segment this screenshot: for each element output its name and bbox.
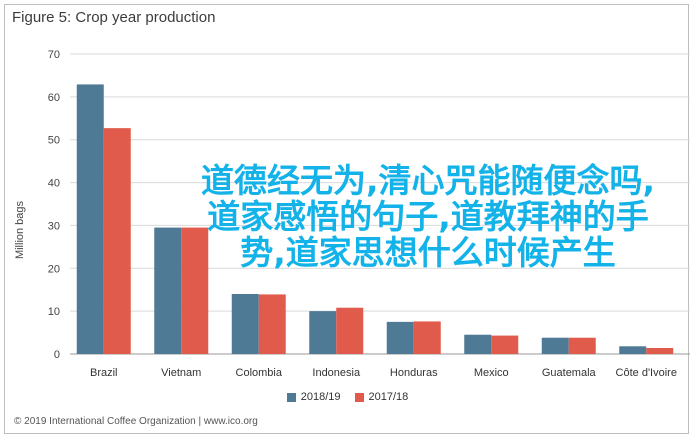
x-tick-label: Brazil xyxy=(90,367,118,379)
legend-item-series-2: 2017/18 xyxy=(354,391,409,403)
y-tick-label: 30 xyxy=(48,220,60,232)
x-tick-label: Vietnam xyxy=(161,367,201,379)
legend: 2018/19 2017/18 xyxy=(0,391,695,403)
bar-series-1 xyxy=(154,227,182,354)
x-tick-label: Colombia xyxy=(236,367,283,379)
y-tick-label: 50 xyxy=(48,135,60,147)
bar-series-2 xyxy=(258,294,286,354)
chart-title: Figure 5: Crop year production xyxy=(12,9,216,26)
y-tick-label: 70 xyxy=(48,49,60,61)
bars xyxy=(76,84,674,354)
source-credit: © 2019 International Coffee Organization… xyxy=(14,416,258,427)
legend-label-series-2: 2017/18 xyxy=(368,391,409,403)
y-tick-label: 10 xyxy=(48,306,60,318)
y-tick-label: 40 xyxy=(48,178,60,190)
bar-series-1 xyxy=(541,337,569,354)
x-tick-labels: Brazil Vietnam Colombia Indonesia Honduras Me… xyxy=(90,367,677,379)
bar-series-2 xyxy=(103,128,131,354)
bar-series-2 xyxy=(491,335,519,354)
bar-series-1 xyxy=(464,334,492,354)
bar-series-1 xyxy=(386,321,414,354)
bar-series-1 xyxy=(309,311,337,354)
y-tick-label: 60 xyxy=(48,92,60,104)
y-tick-label: 0 xyxy=(54,349,60,361)
bar-series-2 xyxy=(336,307,364,354)
bar-series-1 xyxy=(231,294,259,354)
x-tick-label: Honduras xyxy=(390,367,438,379)
bar-series-2 xyxy=(181,227,209,354)
bar-series-1 xyxy=(619,346,647,354)
bar-series-2 xyxy=(568,337,596,354)
legend-swatch-series-2 xyxy=(354,392,364,402)
x-tick-label: Guatemala xyxy=(542,367,597,379)
overlay-caption: 道德经无为,清心咒能随便念吗,道家感悟的句子,道教拜神的手势,道家思想什么时候产… xyxy=(200,161,656,272)
x-tick-label: Indonesia xyxy=(312,367,361,379)
gridlines xyxy=(70,53,690,355)
bar-series-2 xyxy=(413,321,441,354)
y-tick-labels: 0 10 20 30 40 50 60 70 xyxy=(48,49,60,361)
y-tick-label: 20 xyxy=(48,263,60,275)
x-tick-label: Côte d'Ivoire xyxy=(616,367,677,379)
legend-item-series-1: 2018/19 xyxy=(286,391,341,403)
bar-series-2 xyxy=(646,348,674,354)
bar-series-1 xyxy=(76,84,104,354)
x-tick-label: Mexico xyxy=(474,367,509,379)
legend-swatch-series-1 xyxy=(286,392,296,402)
legend-label-series-1: 2018/19 xyxy=(300,391,341,403)
